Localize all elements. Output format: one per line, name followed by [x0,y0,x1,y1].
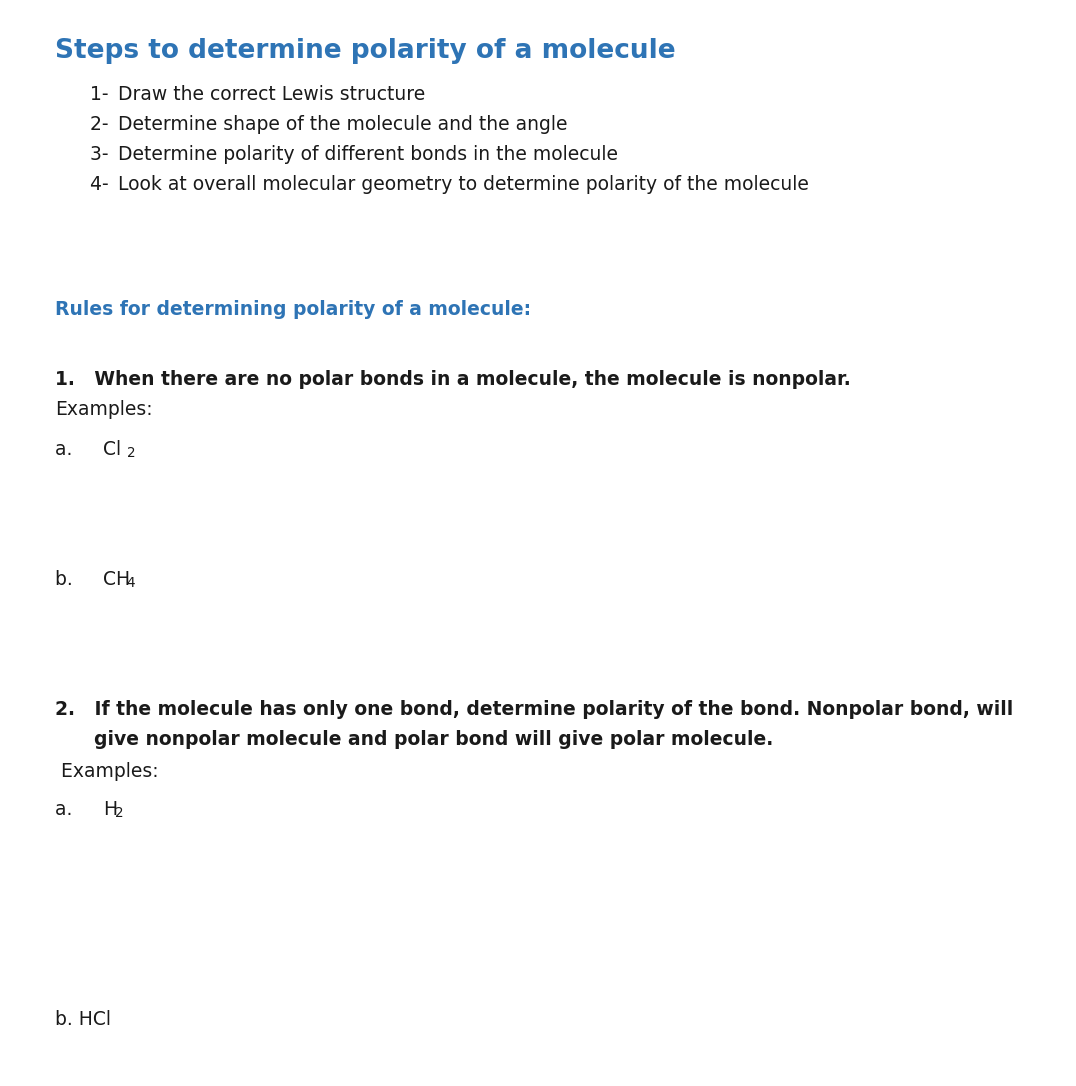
Text: 2.   If the molecule has only one bond, determine polarity of the bond. Nonpolar: 2. If the molecule has only one bond, de… [55,700,1014,719]
Text: Draw the correct Lewis structure: Draw the correct Lewis structure [118,85,425,104]
Text: Cl: Cl [103,440,122,459]
Text: b.: b. [55,570,90,589]
Text: Rules for determining polarity of a molecule:: Rules for determining polarity of a mole… [55,300,532,319]
Text: Determine shape of the molecule and the angle: Determine shape of the molecule and the … [118,115,567,134]
Text: 1.   When there are no polar bonds in a molecule, the molecule is nonpolar.: 1. When there are no polar bonds in a mo… [55,370,851,389]
Text: CH: CH [103,570,130,589]
Text: 4-: 4- [90,175,121,194]
Text: b. HCl: b. HCl [55,1010,111,1030]
Text: H: H [103,800,117,819]
Text: a.: a. [55,440,90,459]
Text: 4: 4 [127,576,136,590]
Text: a.: a. [55,800,90,819]
Text: 2: 2 [127,445,136,459]
Text: 3-: 3- [90,146,121,164]
Text: Steps to determine polarity of a molecule: Steps to determine polarity of a molecul… [55,38,676,64]
Text: Examples:: Examples: [55,762,158,781]
Text: 2-: 2- [90,115,121,134]
Text: Look at overall molecular geometry to determine polarity of the molecule: Look at overall molecular geometry to de… [118,175,809,194]
Text: give nonpolar molecule and polar bond will give polar molecule.: give nonpolar molecule and polar bond wi… [55,730,774,749]
Text: 1-: 1- [90,85,121,104]
Text: 2: 2 [115,806,124,820]
Text: Determine polarity of different bonds in the molecule: Determine polarity of different bonds in… [118,146,618,164]
Text: Examples:: Examples: [55,400,153,419]
